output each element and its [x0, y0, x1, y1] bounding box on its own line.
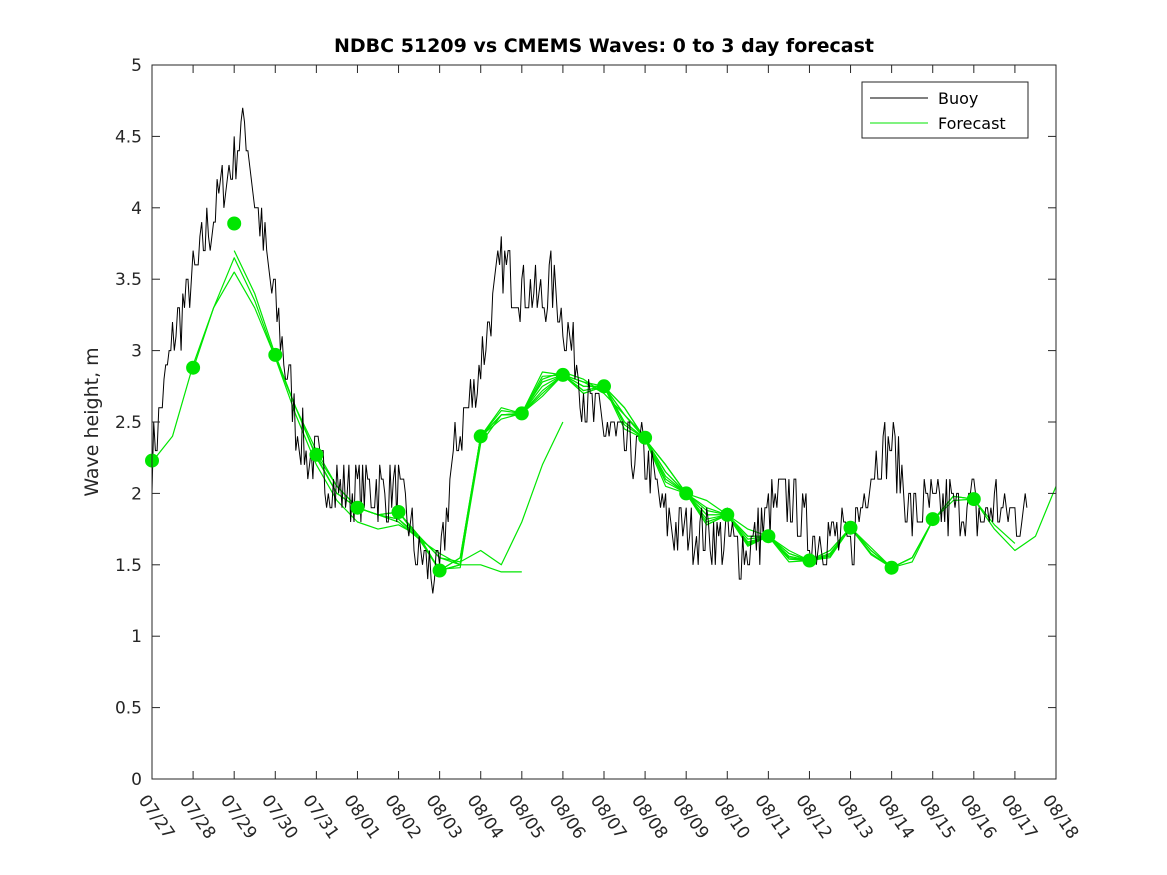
forecast-marker [761, 529, 776, 544]
forecast-marker [843, 520, 858, 535]
forecast-marker [597, 379, 611, 394]
forecast-marker [638, 430, 653, 445]
y-tick-label: 0.5 [115, 699, 142, 719]
forecast-run-line [685, 486, 1057, 569]
series-layer [151, 107, 1057, 594]
forecast-marker [514, 406, 529, 421]
forecast-marker [555, 367, 570, 382]
forecast-marker [432, 563, 447, 578]
forecast-marker [268, 347, 283, 362]
y-tick-label: 2 [131, 484, 142, 504]
y-tick-label: 1.5 [115, 556, 142, 576]
forecast-marker [350, 500, 365, 515]
forecast-marker [720, 507, 735, 522]
forecast-marker [391, 505, 406, 519]
buoy-line [151, 107, 1028, 594]
legend: Buoy Forecast [861, 81, 1029, 139]
forecast-marker [802, 553, 817, 568]
legend-buoy-label: Buoy [938, 89, 978, 108]
y-tick-label: 3.5 [115, 270, 142, 290]
forecast-marker [186, 360, 201, 375]
chart-title: NDBC 51209 vs CMEMS Waves: 0 to 3 day fo… [334, 35, 874, 57]
y-tick-label: 2.5 [115, 413, 142, 433]
forecast-marker [925, 512, 940, 527]
y-tick-label: 3 [131, 342, 142, 362]
forecast-marker [473, 429, 488, 444]
forecast-marker [309, 447, 324, 462]
forecast-marker [679, 486, 694, 501]
y-tick-label: 1 [131, 627, 142, 647]
forecast-run-line [192, 257, 564, 566]
y-tick-label: 5 [131, 56, 142, 76]
y-tick-label: 0 [131, 770, 142, 790]
plot-area [152, 65, 1056, 779]
forecast-marker [966, 492, 981, 507]
y-tick-label: 4 [131, 199, 142, 219]
forecast-marker [884, 560, 899, 575]
legend-box [861, 81, 1029, 139]
y-axis-label: Wave height, m [81, 347, 103, 496]
marker-layer [145, 216, 981, 578]
legend-forecast-label: Forecast [938, 114, 1006, 133]
y-tick-label: 4.5 [115, 127, 142, 147]
forecast-marker [227, 216, 242, 231]
